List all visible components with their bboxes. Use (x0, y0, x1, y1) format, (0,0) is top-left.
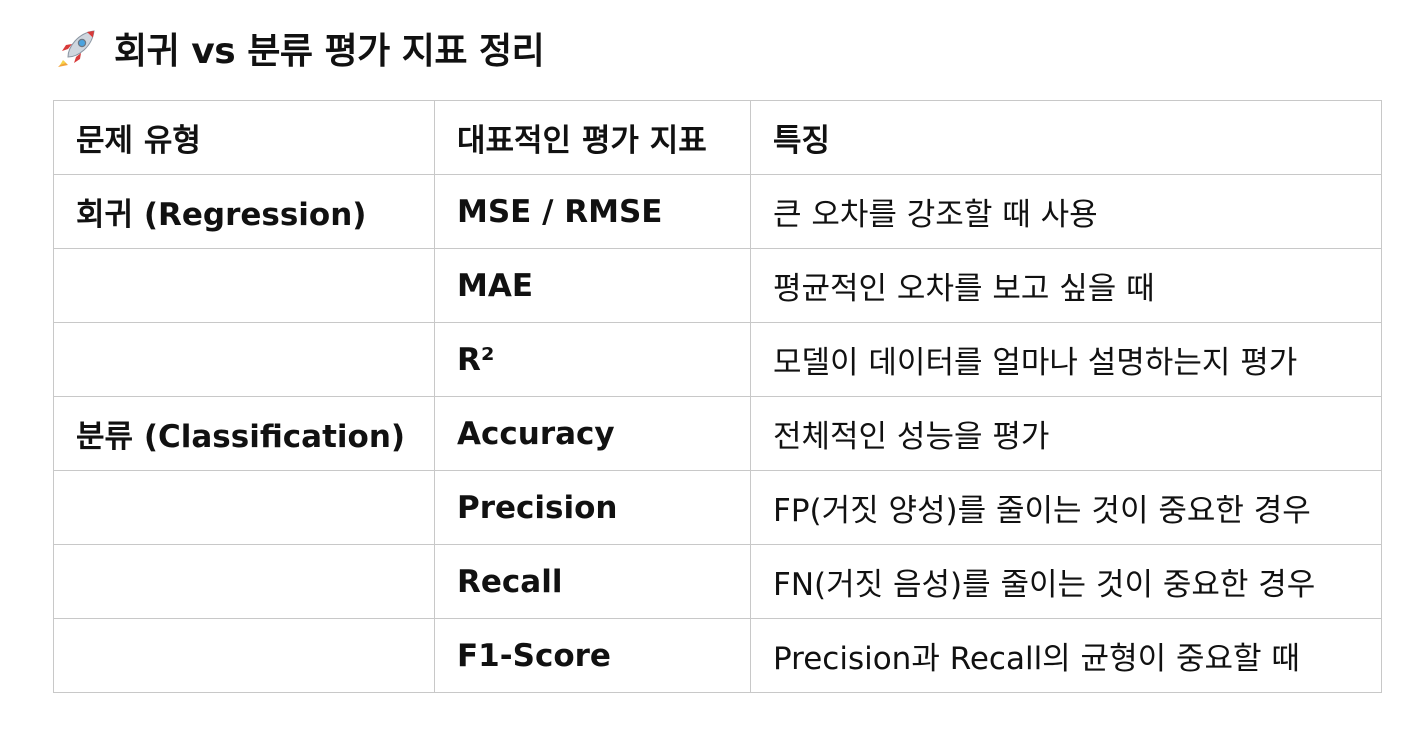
metric-cell: MSE / RMSE (434, 174, 751, 249)
table-row: F1-Score Precision과 Recall의 균형이 중요할 때 (53, 618, 1382, 693)
problem-type-cell (53, 544, 435, 619)
metric-cell: MAE (434, 248, 751, 323)
metric-cell: Accuracy (434, 396, 751, 471)
table-header-row: 문제 유형 대표적인 평가 지표 특징 (53, 100, 1382, 175)
header-metric: 대표적인 평가 지표 (434, 100, 751, 175)
problem-type-cell (53, 248, 435, 323)
problem-type-cell: 회귀 (Regression) (53, 174, 435, 249)
description-cell: 평균적인 오차를 보고 싶을 때 (750, 248, 1382, 323)
table-row: 회귀 (Regression) MSE / RMSE 큰 오차를 강조할 때 사… (53, 174, 1382, 249)
page-title-text: 회귀 vs 분류 평가 지표 정리 (114, 31, 545, 72)
metrics-table: 문제 유형 대표적인 평가 지표 특징 회귀 (Regression) MSE … (53, 100, 1382, 693)
metric-cell: R² (434, 322, 751, 397)
problem-type-cell (53, 618, 435, 693)
header-features: 특징 (750, 100, 1382, 175)
problem-type-cell (53, 322, 435, 397)
metric-cell: F1-Score (434, 618, 751, 693)
table-row: Recall FN(거짓 음성)를 줄이는 것이 중요한 경우 (53, 544, 1382, 619)
problem-type-cell: 분류 (Classification) (53, 396, 435, 471)
table-row: MAE 평균적인 오차를 보고 싶을 때 (53, 248, 1382, 323)
table-row: R² 모델이 데이터를 얼마나 설명하는지 평가 (53, 322, 1382, 397)
description-cell: 전체적인 성능을 평가 (750, 396, 1382, 471)
page-title: 회귀 vs 분류 평가 지표 정리 (54, 22, 545, 74)
rocket-icon (54, 25, 100, 71)
table-row: 분류 (Classification) Accuracy 전체적인 성능을 평가 (53, 396, 1382, 471)
metric-cell: Precision (434, 470, 751, 545)
table-row: Precision FP(거짓 양성)를 줄이는 것이 중요한 경우 (53, 470, 1382, 545)
problem-type-cell (53, 470, 435, 545)
description-cell: FN(거짓 음성)를 줄이는 것이 중요한 경우 (750, 544, 1382, 619)
description-cell: 큰 오차를 강조할 때 사용 (750, 174, 1382, 249)
metric-cell: Recall (434, 544, 751, 619)
description-cell: 모델이 데이터를 얼마나 설명하는지 평가 (750, 322, 1382, 397)
description-cell: FP(거짓 양성)를 줄이는 것이 중요한 경우 (750, 470, 1382, 545)
description-cell: Precision과 Recall의 균형이 중요할 때 (750, 618, 1382, 693)
header-problem-type: 문제 유형 (53, 100, 435, 175)
